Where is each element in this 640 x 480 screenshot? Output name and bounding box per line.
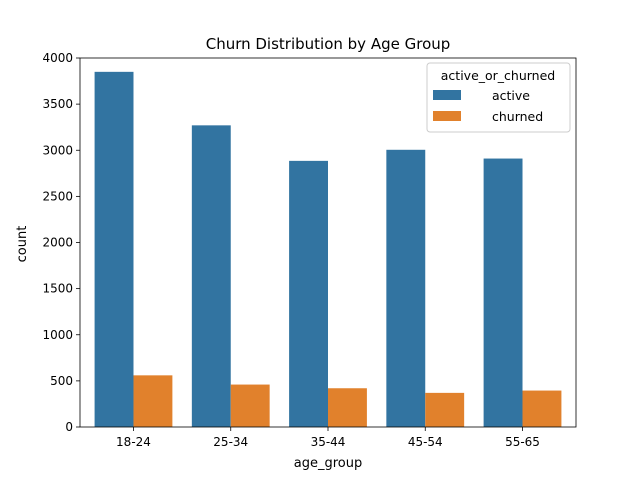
bar-active-55-65 (483, 158, 523, 428)
bar-active-35-44 (289, 160, 328, 428)
x-tick-label: 18-24 (116, 435, 151, 449)
y-tick-label: 2500 (42, 189, 73, 203)
bar-churned-18-24 (133, 375, 173, 427)
chart-title: Churn Distribution by Age Group (206, 35, 451, 53)
bar-churned-55-65 (522, 390, 562, 427)
y-tick-label: 3500 (42, 97, 73, 111)
y-tick-label: 2000 (42, 236, 73, 250)
x-tick-label: 45-54 (408, 435, 443, 449)
y-tick-label: 1000 (42, 328, 73, 342)
plot-area (79, 57, 577, 428)
x-tick-label: 25-34 (213, 435, 248, 449)
legend-title: active_or_churned (441, 68, 555, 83)
legend-label-churned: churned (492, 109, 543, 124)
y-tick-label: 4000 (42, 51, 73, 65)
x-axis-title: age_group (294, 456, 362, 471)
legend-label-active: active (492, 88, 530, 103)
y-tick-label: 500 (50, 374, 73, 388)
legend: active_or_churned active churned (426, 62, 571, 133)
bar-active-45-54 (386, 149, 426, 428)
x-tick-label: 35-44 (311, 435, 346, 449)
bar-churned-45-54 (425, 392, 465, 427)
y-axis-title: count (15, 226, 30, 263)
legend-frame (426, 62, 571, 133)
x-axis: 18-24 25-34 35-44 45-54 55-65 (116, 427, 540, 449)
legend-swatch-active (433, 90, 461, 100)
bar-churned-25-34 (230, 384, 270, 427)
y-axis: 0 500 1000 1500 2000 2500 3000 3500 4000 (42, 51, 80, 434)
y-tick-label: 1500 (42, 282, 73, 296)
y-tick-label: 0 (65, 420, 73, 434)
bar-churned-35-44 (328, 388, 367, 427)
bar-active-18-24 (94, 71, 134, 427)
y-tick-label: 3000 (42, 143, 73, 157)
bar-active-25-34 (191, 125, 231, 427)
legend-swatch-churned (433, 111, 461, 121)
x-tick-label: 55-65 (505, 435, 540, 449)
